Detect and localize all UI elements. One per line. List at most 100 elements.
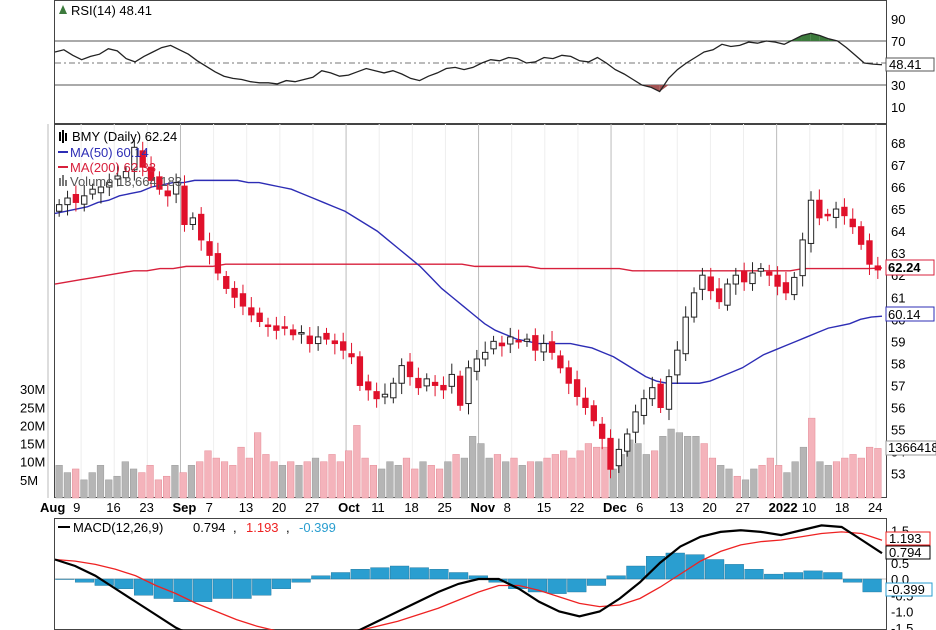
macd-comma-2: , — [286, 520, 290, 535]
macd-value: 0.794 — [193, 520, 226, 535]
candle-body — [557, 355, 564, 369]
volume-bar — [55, 465, 63, 499]
volume-bar — [650, 450, 659, 499]
histogram-bar — [291, 578, 311, 583]
histogram-bar — [586, 578, 607, 586]
price-tick-label: 64 — [891, 224, 905, 239]
date-tick-label: 7 — [206, 500, 213, 515]
candle-body — [674, 349, 681, 376]
volume-bar — [328, 454, 336, 499]
volume-bar — [212, 457, 220, 499]
volume-bar — [659, 436, 667, 499]
macd-line — [54, 524, 883, 630]
rsi-title: RSI(14) 48.41 — [71, 3, 152, 18]
volume-bar — [402, 457, 411, 499]
date-tick-label: 13 — [239, 500, 253, 515]
date-tick-label: 16 — [106, 500, 120, 515]
candle-body — [456, 375, 464, 406]
volume-bar — [369, 465, 377, 499]
histogram-bar — [665, 552, 685, 580]
macd-flag-text: 0.794 — [889, 545, 922, 560]
candle-body — [340, 341, 347, 351]
histogram-bar — [232, 578, 252, 599]
candle-body — [807, 199, 815, 244]
volume-bar — [386, 461, 394, 499]
histogram-bar — [311, 575, 331, 580]
histogram-bar — [744, 569, 764, 580]
volume-bar — [469, 436, 477, 499]
volume-bar — [535, 461, 543, 499]
date-tick-label: 25 — [437, 500, 451, 515]
histogram-flag-text: -0.399 — [888, 582, 925, 597]
volume-bar — [584, 443, 593, 499]
date-tick-label: 9 — [73, 500, 80, 515]
candle-body — [398, 365, 405, 384]
date-tick-label: 15 — [537, 500, 551, 515]
volume-bar — [700, 443, 708, 499]
volume-bar — [477, 443, 485, 499]
moving-averages — [54, 179, 883, 384]
rsi-panel — [54, 0, 887, 124]
histogram-bar — [55, 578, 75, 580]
rsi-tick-label: 10 — [891, 100, 905, 115]
volume-bar — [750, 468, 758, 499]
volume-tick-label: 5M — [20, 473, 38, 488]
rsi-tick-label: 70 — [891, 34, 905, 49]
volume-bar — [220, 461, 229, 499]
candle-body — [582, 397, 589, 409]
price-tick-label: 59 — [891, 334, 905, 349]
candle-body — [490, 340, 497, 350]
date-tick-label: Nov — [471, 500, 496, 515]
candle-body — [64, 197, 71, 206]
macd-flag — [885, 545, 931, 560]
candle-body — [540, 343, 547, 353]
date-tick-label: 23 — [139, 500, 153, 515]
price-tick-label: 66 — [891, 180, 905, 195]
histogram-bar — [409, 567, 429, 580]
histogram-bar — [547, 578, 567, 594]
candle-body — [498, 342, 506, 347]
volume-tick-label: 25M — [20, 400, 45, 415]
volume-bar — [832, 461, 841, 499]
volume-bar — [427, 465, 435, 499]
volume-bar — [113, 475, 121, 499]
date-tick-label: 11 — [371, 500, 385, 515]
histogram-bar — [626, 565, 646, 580]
volume-bar — [196, 461, 204, 499]
volume-bar — [758, 465, 766, 499]
date-tick-label: 27 — [736, 500, 750, 515]
candle-body — [841, 206, 848, 217]
candle-body — [431, 381, 439, 386]
signal-line — [54, 531, 883, 630]
volume-bar — [775, 465, 783, 499]
macd-name: MACD(12,26,9) — [73, 520, 163, 535]
candle-body — [657, 383, 664, 409]
volume-bar — [560, 450, 568, 499]
date-tick-label: 27 — [305, 500, 319, 515]
histogram-bar — [803, 570, 823, 580]
volume-bar — [254, 432, 262, 499]
rsi-value-flag — [885, 57, 935, 72]
candle-body — [473, 358, 481, 372]
candle-body — [264, 324, 272, 328]
candle-body — [649, 387, 656, 400]
date-tick-label: Oct — [338, 500, 360, 515]
candle-body — [306, 335, 313, 345]
histogram-bar — [330, 572, 351, 580]
candle-body — [448, 373, 455, 387]
volume-bar — [187, 465, 196, 499]
volume-bar — [204, 450, 212, 499]
histogram-bar — [212, 578, 232, 599]
volume-tick-label: 30M — [20, 382, 45, 397]
candle-body — [615, 448, 623, 467]
ma50-flag-text: 60.14 — [888, 307, 921, 322]
value-flags: 48.41 62.24 60.14 13664183 1.193 0.794 -… — [885, 57, 936, 597]
price-candles — [56, 140, 881, 479]
volume-bar — [684, 436, 692, 499]
candle-body — [231, 287, 238, 298]
candle-body — [189, 217, 197, 225]
date-tick-label: Dec — [603, 500, 627, 515]
candle-body — [56, 204, 63, 212]
candle-body — [624, 433, 631, 452]
candle-body — [314, 336, 322, 345]
